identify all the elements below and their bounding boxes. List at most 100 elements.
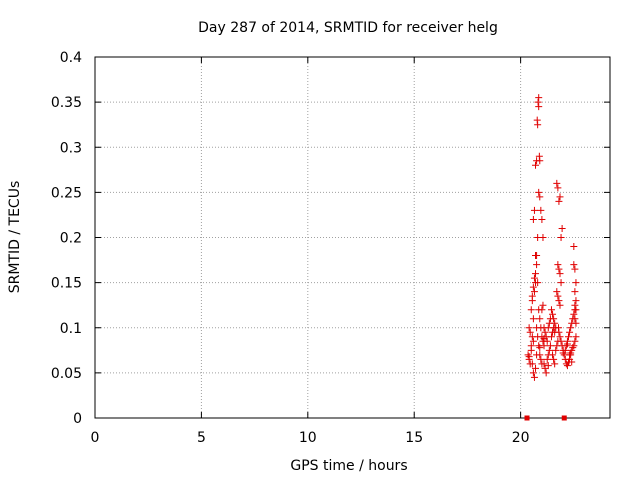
data-point [536,193,544,201]
data-point [552,346,560,354]
data-point [549,351,557,359]
data-point [527,306,535,314]
data-point [558,224,566,232]
data-point [535,188,543,196]
data-point [556,333,564,341]
data-point [546,342,554,350]
data-point [529,215,537,223]
data-point [553,288,561,296]
y-tick-label: 0.15 [51,276,82,292]
data-point [526,328,534,336]
data-point [557,337,565,345]
data-point [544,362,552,370]
data-point [554,184,562,192]
data-point [550,315,558,323]
data-point [569,344,577,352]
data-point [568,358,576,366]
data-point [542,369,550,377]
data-point [559,349,567,357]
data-points [524,94,580,421]
data-point [534,121,542,129]
data-point [533,261,541,269]
data-point [534,98,542,106]
data-point [545,346,553,354]
data-point [551,360,559,368]
data-point [563,340,571,348]
y-tick-label: 0.4 [60,50,82,66]
x-tick-label: 10 [299,430,317,446]
data-point [541,328,549,336]
data-point [530,373,538,381]
data-point [550,355,558,363]
data-point [530,206,538,214]
data-point [570,261,578,269]
data-point [539,301,547,309]
data-point [536,315,544,323]
data-point [537,206,545,214]
grid [95,57,610,418]
chart-title: Day 287 of 2014, SRMTID for receiver hel… [198,20,498,36]
data-point [571,265,579,273]
data-point [532,252,540,260]
data-point [555,197,563,205]
data-point [572,319,580,327]
data-point [532,364,540,372]
data-point [547,333,555,341]
data-point [544,324,552,332]
data-point [563,362,571,370]
data-point [571,315,579,323]
data-point [535,94,543,102]
data-point [536,351,544,359]
data-point [529,369,537,377]
data-point [540,335,548,343]
data-point [529,283,537,291]
x-tick-label: 0 [91,430,100,446]
y-tick-label: 0.35 [51,95,82,111]
data-point [530,274,538,282]
data-point [528,360,536,368]
data-point [572,279,580,287]
data-point [554,292,562,300]
data-point [570,342,578,350]
axis-ticks: 0 0.05 0.1 0.15 0.2 0.25 0.3 0.35 0.4 0 5 10 15 20 [51,50,610,446]
x-tick-label: 20 [512,430,530,446]
y-tick-label: 0.05 [51,366,82,382]
data-point [571,288,579,296]
data-point [572,333,580,341]
data-point [524,351,532,359]
data-point [567,324,575,332]
data-point [547,306,555,314]
data-point [540,342,548,350]
y-tick-label: 0 [73,411,82,427]
data-point [562,342,570,350]
data-point [532,161,540,169]
data-point [543,355,551,363]
y-tick-label: 0.1 [60,321,82,337]
data-point [529,315,537,323]
data-point [536,157,544,165]
x-tick-label: 15 [405,430,423,446]
data-point [555,265,563,273]
data-point [527,346,535,354]
y-tick-label: 0.2 [60,231,82,247]
data-point [566,351,574,359]
y-tick-label: 0.3 [60,140,82,156]
data-point [534,279,542,287]
data-point [571,337,579,345]
data-point [530,288,538,296]
data-point [551,328,559,336]
data-point [535,103,543,111]
data-point [570,243,578,251]
data-point [529,337,537,345]
data-point [556,270,564,278]
data-point [572,297,580,305]
data-point [549,310,557,318]
data-point [553,179,561,187]
data-point [557,234,565,241]
data-point [557,279,565,287]
y-axis-label: SRMTID / TECUs [7,181,23,294]
data-point [528,292,536,300]
zero-marker [524,415,530,421]
data-point [537,355,545,363]
